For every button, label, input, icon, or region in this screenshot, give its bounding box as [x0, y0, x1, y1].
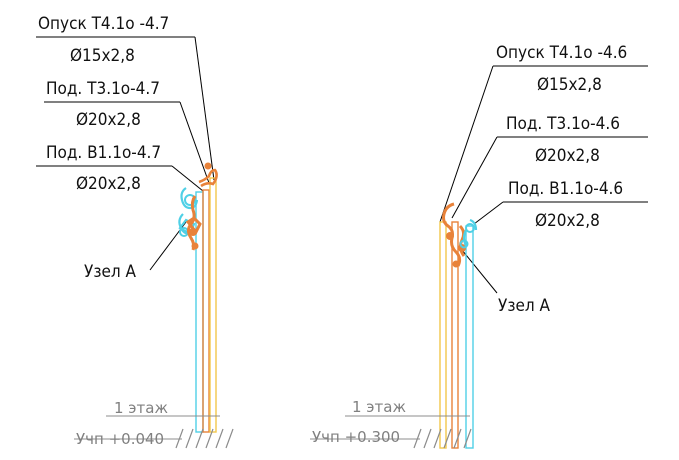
left-node-v1-valve [184, 194, 196, 206]
left-node-t3-top [198, 168, 218, 188]
left-label-t4: Опуск Т4.1о -4.7 [38, 14, 170, 34]
right-label-t3: Под. Т3.1о-4.6 [506, 114, 620, 134]
left-leader-v1 [171, 165, 204, 192]
right-node-label: Узел А [498, 296, 550, 316]
left-label-t3: Под. Т3.1о-4.7 [46, 79, 160, 99]
left-node-t3-valve [189, 228, 197, 236]
right-pipe-t3 [451, 221, 459, 449]
right-leader-t3 [451, 136, 498, 219]
right-node-v1-fitting [462, 218, 478, 247]
right-pipe-v1 [465, 225, 474, 449]
right-node-t3-valve-3 [452, 260, 460, 268]
left-elevation-label: Учп +0.040 [76, 430, 165, 448]
left-leader-t3 [179, 101, 210, 184]
left-pipe-t4 [209, 177, 217, 433]
right-dim-t4: Ø15х2,8 [537, 75, 602, 95]
right-node-v1-valve-2 [459, 239, 469, 249]
right-pipe-t4 [439, 221, 447, 449]
right-label-t4: Опуск Т4.1о -4.6 [496, 43, 628, 63]
right-leader-node [461, 249, 498, 294]
left-label-v1: Под. В1.1о-4.7 [46, 143, 162, 163]
right-node-t3-valve [446, 232, 454, 240]
left-floor-hatch [175, 428, 234, 449]
left-dim-t4: Ø15х2,8 [70, 46, 135, 66]
left-node-t3-top-valve [204, 162, 212, 170]
right-leader-v1 [473, 201, 504, 225]
right-elevation-label: Учп +0.300 [312, 428, 401, 446]
right-dim-t3: Ø20х2,8 [535, 146, 600, 166]
left-leader-t4 [194, 36, 215, 181]
left-dim-t3: Ø20х2,8 [76, 110, 141, 130]
left-node-t3-valve-2 [191, 242, 199, 250]
left-riser-group [36, 36, 234, 449]
left-floor-label: 1 этаж [114, 399, 168, 417]
right-floor-hatch [413, 428, 472, 449]
right-riser-group [310, 65, 648, 449]
right-dim-v1: Ø20х2,8 [535, 211, 600, 231]
left-dim-v1: Ø20х2,8 [76, 174, 141, 194]
right-node-v1-valve [465, 223, 475, 233]
right-floor-label: 1 этаж [352, 398, 406, 416]
right-leader-t4 [439, 65, 494, 223]
right-label-v1: Под. В1.1о-4.6 [508, 179, 624, 199]
left-pipe-t3 [202, 189, 210, 433]
left-node-label: Узел А [84, 262, 136, 282]
